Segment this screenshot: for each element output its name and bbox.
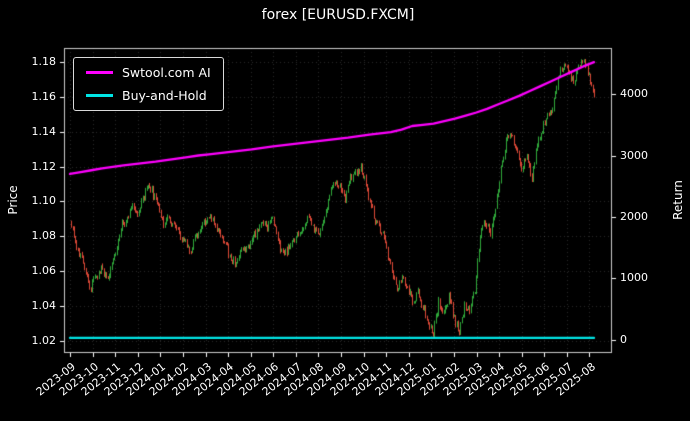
legend-swatch-ai-line [86,71,113,74]
legend: Swtool.com AI Buy-and-Hold [73,57,224,111]
right-axis-tick-label: 3000 [620,148,648,162]
legend-label-buy-and-hold: Buy-and-Hold [122,88,207,103]
left-axis-tick-label: 1.10 [31,194,57,208]
left-axis-tick-label: 1.12 [31,159,57,173]
legend-swatch-buy-and-hold-line [86,94,113,97]
right-axis-tick-label: 0 [620,332,627,346]
right-axis-tick-label: 4000 [620,87,648,101]
legend-item-ai: Swtool.com AI [86,65,211,80]
legend-item-buy-and-hold: Buy-and-Hold [86,88,211,103]
left-axis-tick-label: 1.06 [31,264,57,278]
legend-label-ai: Swtool.com AI [122,65,211,80]
left-axis-tick-label: 1.14 [31,124,57,138]
left-axis-tick-label: 1.18 [31,54,57,68]
right-axis-tick-label: 2000 [620,209,648,223]
left-axis-tick-label: 1.16 [31,89,57,103]
left-axis-tick-label: 1.08 [31,229,57,243]
left-axis-tick-label: 1.04 [31,298,57,312]
right-axis-tick-label: 1000 [620,271,648,285]
left-axis-tick-label: 1.02 [31,333,57,347]
